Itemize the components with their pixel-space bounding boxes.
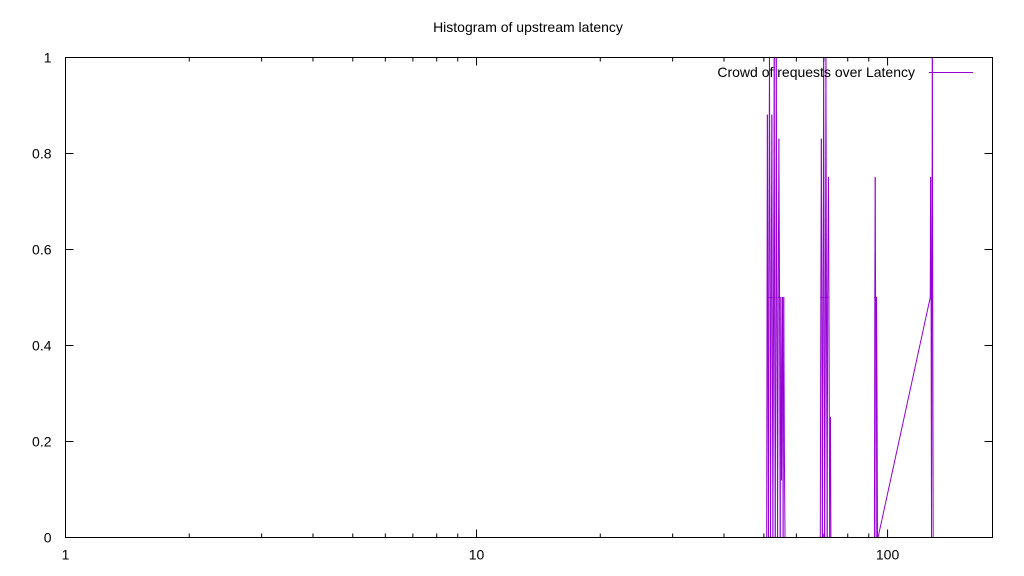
x-tick-label: 10 (469, 547, 485, 563)
data-point (932, 296, 934, 299)
series-segment (820, 139, 823, 298)
data-point (822, 296, 824, 299)
series-segment (824, 297, 826, 538)
data-point (783, 296, 785, 299)
series-segment (777, 297, 779, 538)
data-point (781, 296, 784, 299)
data-point (875, 296, 878, 299)
y-tick-label: 0.4 (32, 338, 52, 354)
x-tick-label: 1 (62, 547, 70, 563)
data-point (772, 296, 775, 299)
y-tick-label: 0.2 (32, 434, 52, 450)
data-point (930, 296, 932, 299)
data-point (776, 296, 778, 299)
data-point (820, 138, 822, 140)
data-point (829, 416, 832, 419)
series-segment (821, 297, 824, 538)
data-point (777, 296, 779, 299)
series-segment (877, 297, 931, 538)
data-point (825, 296, 828, 299)
y-tick-label: 0 (44, 530, 52, 546)
data-point (775, 296, 777, 299)
data-point (766, 114, 768, 116)
y-axis: 0 0.2 0.4 0.6 0.8 1 (32, 50, 993, 546)
y-tick-label: 1 (44, 50, 52, 66)
data-point (874, 176, 876, 179)
data-point (931, 296, 933, 299)
data-point (780, 479, 783, 481)
data-point (823, 296, 825, 299)
series-segment (783, 297, 785, 456)
data-point (824, 296, 827, 299)
series-segment (825, 57, 827, 298)
legend: Crowd of requests over Latency (717, 64, 973, 80)
data-point (783, 455, 785, 457)
data-point (929, 296, 931, 299)
chart-title: Histogram of upstream latency (433, 19, 623, 35)
data-point (827, 176, 830, 179)
data-point (930, 176, 932, 179)
series-segment (768, 57, 771, 298)
series-segment (769, 297, 772, 538)
data-point (778, 296, 781, 299)
series-segment (778, 139, 781, 298)
data-point (770, 296, 772, 299)
y-tick-label: 0.6 (32, 242, 52, 258)
data-point (767, 296, 769, 299)
data-point (821, 296, 823, 299)
data-point (771, 114, 773, 116)
series-segment (876, 297, 878, 418)
series-segment (775, 57, 778, 298)
y-tick-label: 0.8 (32, 146, 52, 162)
plot-area (766, 56, 934, 539)
series-segment (774, 297, 777, 538)
data-point (768, 296, 770, 299)
series-segment (819, 297, 822, 538)
data-point (876, 416, 878, 419)
data-point (827, 296, 829, 299)
data-point (769, 296, 771, 299)
x-tick-label: 100 (876, 547, 900, 563)
series-segment (826, 297, 829, 538)
series-segment (823, 57, 825, 298)
legend-label: Crowd of requests over Latency (717, 64, 915, 80)
series-segment (772, 297, 775, 538)
data-point (780, 296, 782, 299)
plot-frame (65, 57, 993, 538)
data-point (773, 296, 776, 299)
data-point (820, 296, 822, 299)
data-point (771, 296, 773, 299)
data-point (778, 138, 780, 140)
data-point (874, 296, 877, 299)
series-segment (783, 455, 786, 538)
data-point (828, 296, 830, 299)
